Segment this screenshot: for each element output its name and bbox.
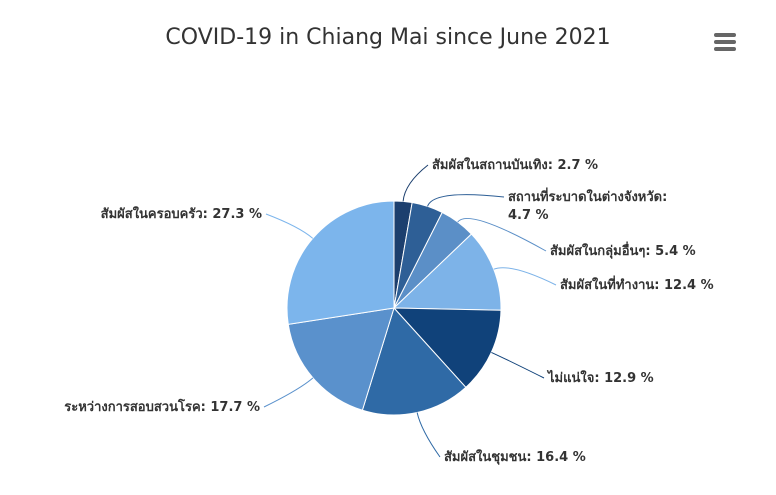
menu-bar xyxy=(714,33,736,37)
data-label-line: 4.7 % xyxy=(508,208,549,223)
data-label-line: ไม่แน่ใจ: 12.9 % xyxy=(546,369,654,386)
data-label-line: สัมผัสในครอบครัว: 27.3 % xyxy=(101,205,262,222)
menu-bar xyxy=(714,40,736,44)
data-label-line: สถานที่ระบาดในต่างจังหวัด: xyxy=(508,187,667,205)
pie-slice xyxy=(392,307,502,389)
pie-slice xyxy=(392,233,502,311)
connector xyxy=(263,377,314,408)
data-label-line: สัมผัสในที่ทำงาน: 12.4 % xyxy=(560,275,714,293)
connector xyxy=(457,217,547,252)
data-label: สัมผัสในสถานบันเทิง: 2.7 % xyxy=(432,156,598,173)
connector xyxy=(427,194,505,207)
menu-bar xyxy=(714,47,736,51)
data-label-line: สัมผัสในกลุ่มอื่นๆ: 5.4 % xyxy=(550,241,696,259)
data-label-line: ระหว่างการสอบสวนโรค: 17.7 % xyxy=(64,398,260,415)
connector xyxy=(491,351,545,379)
data-label: สัมผัสในชุมชน: 16.4 % xyxy=(444,448,586,465)
connector xyxy=(416,412,441,458)
data-label-line: สัมผัสในชุมชน: 16.4 % xyxy=(444,448,586,465)
data-label: สัมผัสในกลุ่มอื่นๆ: 5.4 % xyxy=(550,241,696,259)
data-label-line: สัมผัสในสถานบันเทิง: 2.7 % xyxy=(432,156,598,173)
pie-slice xyxy=(361,307,467,416)
chart-title: COVID-19 in Chiang Mai since June 2021 xyxy=(165,25,610,50)
data-label: สถานที่ระบาดในต่างจังหวัด: 4.7 % xyxy=(508,187,667,223)
data-label: สัมผัสในที่ทำงาน: 12.4 % xyxy=(560,275,714,293)
menu-button[interactable] xyxy=(714,33,736,51)
data-label: สัมผัสในครอบครัว: 27.3 % xyxy=(101,205,262,222)
data-label: ระหว่างการสอบสวนโรค: 17.7 % xyxy=(64,398,260,415)
connector xyxy=(265,213,314,239)
connector xyxy=(402,164,429,202)
connector xyxy=(493,267,557,286)
data-label: ไม่แน่ใจ: 12.9 % xyxy=(546,369,654,386)
